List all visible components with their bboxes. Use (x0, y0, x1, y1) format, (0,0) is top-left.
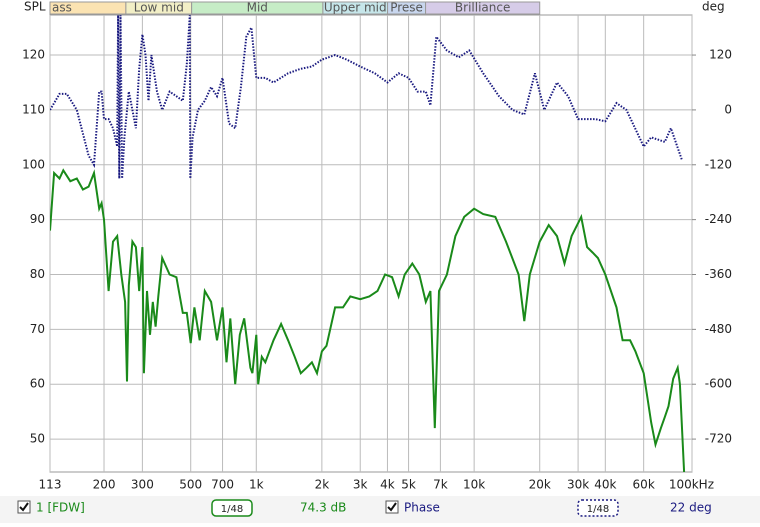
level-readout: 74.3 dB (300, 501, 346, 515)
x-tick-label: 40k (594, 478, 616, 492)
x-tick-label: 30k (567, 478, 589, 492)
smoothing-button[interactable] (577, 499, 619, 517)
smoothing-label: 1/48 (221, 504, 243, 515)
band-label: Prese (390, 1, 423, 15)
x-tick-label: 500 (179, 478, 202, 492)
x-tick-label: 200 (93, 478, 116, 492)
y-tick-label: 110 (22, 102, 45, 116)
band (425, 1, 541, 15)
y-tick-label: 50 (30, 432, 45, 446)
x-tick-label: 700 (211, 478, 234, 492)
y-tick-label: 120 (22, 48, 45, 62)
check-mark (19, 502, 29, 512)
x-tick-label: 5k (401, 478, 416, 492)
plot-area (49, 14, 693, 473)
y2-tick-label: -360 (705, 267, 732, 281)
y2-tick-label: -240 (705, 212, 732, 226)
x-tick-label: 10k (463, 478, 485, 492)
smoothing-label: 1/48 (587, 504, 609, 515)
band-label: ass (52, 1, 72, 15)
y-tick-label: 100 (22, 157, 45, 171)
y-tick-label: 70 (30, 322, 45, 336)
y2-tick-label: -480 (705, 322, 732, 336)
x-tick-label: 4k (380, 478, 395, 492)
x-tick-label: 60k (633, 478, 655, 492)
y-axis-title: SPL (24, 0, 46, 14)
series-label: Phase (404, 501, 440, 515)
x-tick-label: 20k (529, 478, 551, 492)
x-tick-label: 300 (131, 478, 154, 492)
x-tick-label: 113 (39, 478, 62, 492)
phase-offset-readout: 22 deg (670, 501, 712, 515)
band-label: Low mid (134, 1, 184, 15)
status-bar (0, 496, 760, 523)
x-tick-label: 3k (353, 478, 368, 492)
y2-tick-label: 0 (724, 102, 732, 116)
y2-tick-label: -600 (705, 377, 732, 391)
y2-tick-label: 120 (709, 48, 732, 62)
y2-tick-label: -720 (705, 432, 732, 446)
x-tick-label: 100kHz (669, 478, 714, 492)
smoothing-button[interactable] (211, 499, 253, 517)
band-label: Brilliance (455, 1, 510, 15)
spl-line (50, 168, 686, 472)
x-tick-label: 2k (315, 478, 330, 492)
y-tick-label: 60 (30, 377, 45, 391)
y2-axis-title: deg (702, 0, 725, 14)
y2-tick-label: -120 (705, 157, 732, 171)
series-label: 1 [FDW] (36, 501, 85, 515)
band-label: Upper mid (324, 1, 387, 15)
check-mark (387, 502, 397, 512)
x-tick-label: 1k (249, 478, 264, 492)
y-tick-label: 80 (30, 267, 45, 281)
y-tick-label: 90 (30, 212, 45, 226)
x-tick-label: 7k (433, 478, 448, 492)
phase-line (50, 15, 683, 179)
band-label: Mid (247, 1, 268, 15)
